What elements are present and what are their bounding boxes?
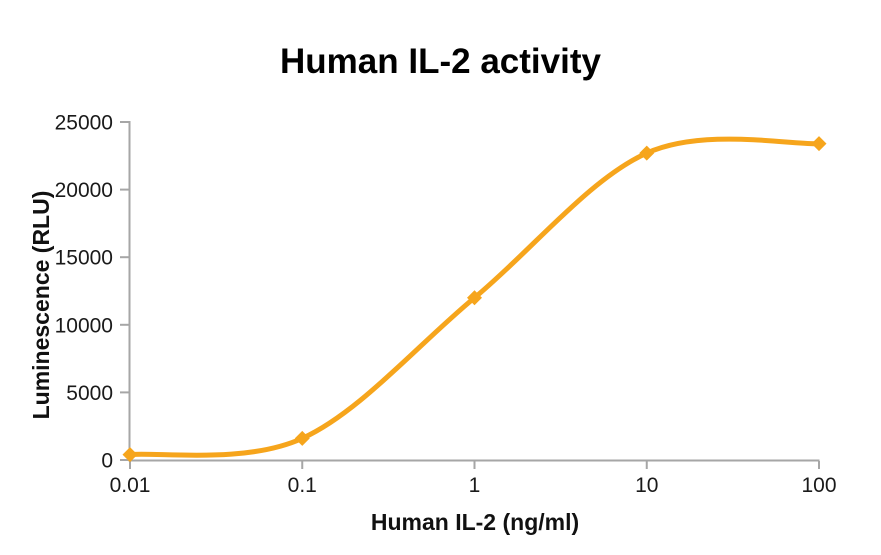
data-point-marker xyxy=(639,145,655,161)
y-tick-label: 20000 xyxy=(55,179,113,202)
y-tick-label: 25000 xyxy=(55,112,113,135)
y-tick-label: 0 xyxy=(101,450,113,473)
x-axis-label: Human IL-2 (ng/ml) xyxy=(370,509,580,535)
x-tick-label: 0.01 xyxy=(110,474,151,497)
x-tick-label: 0.1 xyxy=(288,474,317,497)
y-tick-label: 15000 xyxy=(55,247,113,270)
x-tick-label: 100 xyxy=(801,474,836,497)
data-point-marker xyxy=(811,136,827,152)
y-tick-label: 10000 xyxy=(55,314,113,337)
data-point-marker xyxy=(467,290,482,306)
y-tick-label: 5000 xyxy=(66,382,113,405)
chart-title: Human IL-2 activity xyxy=(280,42,601,81)
data-point-marker xyxy=(122,447,138,463)
data-point-marker xyxy=(294,430,310,446)
x-tick-label: 10 xyxy=(635,474,658,497)
x-tick-label: 1 xyxy=(469,474,481,497)
